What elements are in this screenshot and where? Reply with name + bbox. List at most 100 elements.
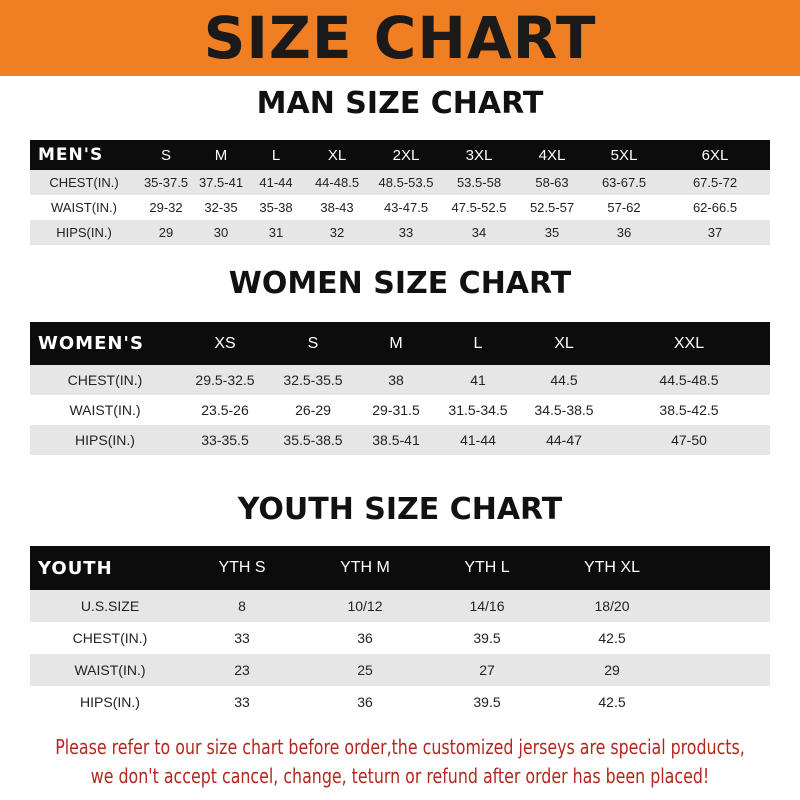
value-cell: 34.5-38.5 <box>534 402 594 418</box>
value-cell: 42.5 <box>598 630 626 646</box>
value-cell: 52.5-57 <box>529 200 575 215</box>
table-row: CHEST(IN.) 33 36 39.5 42.5 <box>30 622 770 654</box>
value-cell: 58-63 <box>535 175 569 190</box>
notice-line-1: Please refer to our size chart before or… <box>55 735 745 759</box>
value-cell: 33-35.5 <box>201 432 249 448</box>
value-cell: 33 <box>398 225 414 240</box>
value-cell: 29-32 <box>149 200 183 215</box>
value-cell: 23.5-26 <box>201 402 249 418</box>
size-header: YTH M <box>340 559 390 576</box>
row-label: U.S.SIZE <box>80 598 140 614</box>
value-cell: 37.5-41 <box>198 175 244 190</box>
value-cell: 33 <box>234 630 250 646</box>
value-cell: 31.5-34.5 <box>448 402 508 418</box>
size-header: 2XL <box>392 146 420 164</box>
table-row: WAIST(IN.) 23 25 27 29 <box>30 654 770 686</box>
value-cell: 39.5 <box>473 694 501 710</box>
value-cell: 44.5-48.5 <box>659 372 719 388</box>
value-cell: 8 <box>238 598 246 614</box>
value-cell: 53.5-58 <box>456 175 502 190</box>
women-title: WOMEN SIZE CHART <box>228 266 572 301</box>
banner: SIZE CHART <box>0 0 800 76</box>
size-header: M <box>214 146 228 164</box>
value-cell: 42.5 <box>598 694 626 710</box>
header-row: YOUTH YTH S YTH M YTH L YTH XL <box>30 546 770 590</box>
value-cell: 32.5-35.5 <box>283 372 343 388</box>
table-row: WAIST(IN.) 23.5-26 26-29 29-31.5 31.5-34.5 34… <box>30 395 770 425</box>
size-header: M <box>389 334 403 352</box>
value-cell: 62-66.5 <box>692 200 738 215</box>
row-label: CHEST(IN.) <box>72 630 148 646</box>
size-header: L <box>473 334 483 352</box>
row-label: HIPS(IN.) <box>80 694 140 710</box>
value-cell: 37 <box>707 225 723 240</box>
value-cell: 36 <box>357 694 373 710</box>
size-header: 6XL <box>701 146 729 164</box>
value-cell: 44-47 <box>546 432 582 448</box>
value-cell: 36 <box>616 225 632 240</box>
value-cell: 44-48.5 <box>314 175 360 190</box>
row-label: CHEST(IN.) <box>49 175 119 190</box>
value-cell: 38 <box>388 372 404 388</box>
value-cell: 35-38 <box>259 200 293 215</box>
table-row: HIPS(IN.) 33 36 39.5 42.5 <box>30 686 770 718</box>
table-row: U.S.SIZE 8 10/12 14/16 18/20 <box>30 590 770 622</box>
value-cell: 36 <box>357 630 373 646</box>
header-row: MEN'S S M L XL 2XL 3XL 4XL 5XL 6XL <box>30 140 770 170</box>
value-cell: 25 <box>357 662 373 678</box>
size-header: 3XL <box>465 146 493 164</box>
value-cell: 38-43 <box>320 200 354 215</box>
men-title: MAN SIZE CHART <box>256 86 544 121</box>
value-cell: 35.5-38.5 <box>283 432 343 448</box>
value-cell: 41 <box>470 372 486 388</box>
value-cell: 39.5 <box>473 630 501 646</box>
size-header: S <box>307 334 319 352</box>
banner-title: SIZE CHART <box>203 4 597 72</box>
value-cell: 31 <box>268 225 284 240</box>
value-cell: 63-67.5 <box>601 175 647 190</box>
row-label: HIPS(IN.) <box>75 432 135 448</box>
women-size-table: WOMEN'S XS S M L XL XXL CHEST(IN.) 29.5-32.5 32.5… <box>30 322 770 455</box>
value-cell: 29 <box>158 225 174 240</box>
youth-title: YOUTH SIZE CHART <box>237 492 563 527</box>
value-cell: 67.5-72 <box>692 175 738 190</box>
men-size-table: MEN'S S M L XL 2XL 3XL 4XL 5XL 6XL CHEST(IN.) 35-37… <box>30 140 770 245</box>
value-cell: 26-29 <box>295 402 331 418</box>
size-header: XS <box>214 334 236 352</box>
row-label: CHEST(IN.) <box>67 372 143 388</box>
youth-size-table: YOUTH YTH S YTH M YTH L YTH XL U.S.SIZE 8 10/12… <box>30 546 770 718</box>
size-header: 4XL <box>538 146 566 164</box>
value-cell: 57-62 <box>607 200 641 215</box>
value-cell: 41-44 <box>259 175 293 190</box>
value-cell: 47-50 <box>671 432 707 448</box>
value-cell: 10/12 <box>347 598 383 614</box>
value-cell: 32 <box>329 225 345 240</box>
value-cell: 35 <box>544 225 560 240</box>
size-header: XL <box>327 146 347 164</box>
table-row: HIPS(IN.) 33-35.5 35.5-38.5 38.5-41 41-44 44-… <box>30 425 770 455</box>
table-label: WOMEN'S <box>38 333 144 354</box>
value-cell: 29 <box>604 662 620 678</box>
value-cell: 23 <box>234 662 250 678</box>
row-label: WAIST(IN.) <box>74 662 146 678</box>
size-header: XXL <box>673 334 705 352</box>
value-cell: 38.5-42.5 <box>659 402 719 418</box>
value-cell: 29-31.5 <box>372 402 420 418</box>
header-row: WOMEN'S XS S M L XL XXL <box>30 322 770 365</box>
value-cell: 27 <box>479 662 495 678</box>
value-cell: 47.5-52.5 <box>451 200 507 215</box>
size-header: YTH XL <box>583 559 640 576</box>
value-cell: 33 <box>234 694 250 710</box>
row-label: HIPS(IN.) <box>56 225 112 240</box>
size-header: YTH L <box>464 559 510 576</box>
value-cell: 43-47.5 <box>383 200 429 215</box>
value-cell: 48.5-53.5 <box>378 175 434 190</box>
value-cell: 29.5-32.5 <box>195 372 255 388</box>
value-cell: 30 <box>213 225 229 240</box>
size-header: L <box>271 146 281 164</box>
value-cell: 44.5 <box>550 372 578 388</box>
table-row: WAIST(IN.) 29-32 32-35 35-38 38-43 43-47.5 47.… <box>30 195 770 220</box>
table-label: MEN'S <box>38 145 104 165</box>
row-label: WAIST(IN.) <box>51 200 117 215</box>
value-cell: 41-44 <box>460 432 496 448</box>
